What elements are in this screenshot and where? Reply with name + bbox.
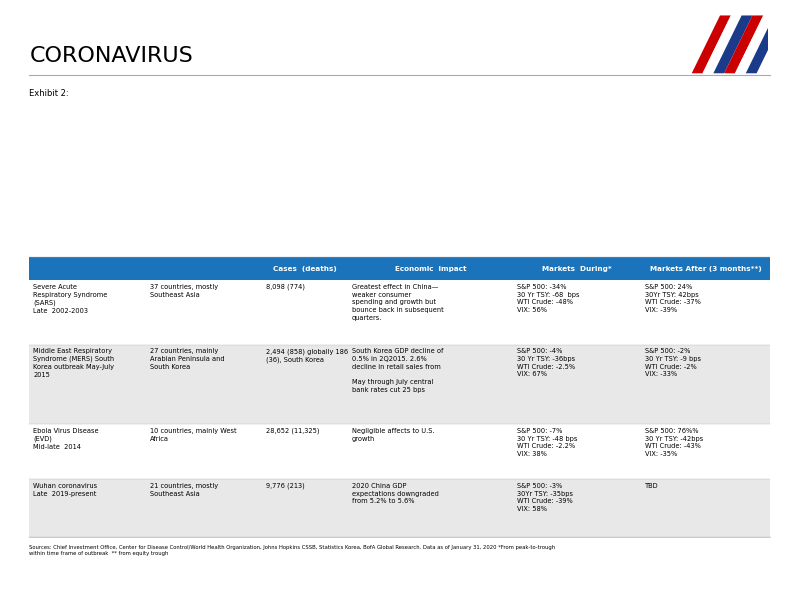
Text: S&P 500: 76%%
30 Yr TSY: -42bps
WTI Crude: -43%
VIX: -35%: S&P 500: 76%% 30 Yr TSY: -42bps WTI Crud…	[645, 428, 703, 457]
Text: 2,494 (858) globally 186
(36), South Korea: 2,494 (858) globally 186 (36), South Kor…	[266, 348, 348, 363]
Text: S&P 500: -3%
30Yr TSY: -35bps
WTI Crude: -39%
VIX: 58%: S&P 500: -3% 30Yr TSY: -35bps WTI Crude:…	[517, 483, 573, 512]
Polygon shape	[703, 15, 741, 73]
Bar	[29, 280, 770, 345]
Polygon shape	[746, 15, 785, 73]
Text: TBD: TBD	[645, 483, 659, 489]
Text: Markets After (3 months**): Markets After (3 months**)	[649, 266, 761, 272]
Text: Severe Acute
Respiratory Syndrome
(SARS)
Late  2002-2003: Severe Acute Respiratory Syndrome (SARS)…	[33, 284, 108, 314]
Text: Greatest effect in China—
weaker consumer
spending and growth but
bounce back in: Greatest effect in China— weaker consume…	[352, 284, 444, 321]
Text: 27 countries, mainly
Arabian Peninsula and
South Korea: 27 countries, mainly Arabian Peninsula a…	[150, 348, 224, 370]
Text: S&P 500: -2%
30 Yr TSY: -9 bps
WTI Crude: -2%
VIX: -33%: S&P 500: -2% 30 Yr TSY: -9 bps WTI Crude…	[645, 348, 702, 378]
Text: 9,776 (213): 9,776 (213)	[266, 483, 305, 490]
Text: Ebola Virus Disease
(EVD)
Mid-late  2014: Ebola Virus Disease (EVD) Mid-late 2014	[33, 428, 99, 450]
Text: Wuhan coronavirus
Late  2019-present: Wuhan coronavirus Late 2019-present	[33, 483, 97, 496]
Polygon shape	[735, 15, 774, 73]
Text: 28,652 (11,325): 28,652 (11,325)	[266, 428, 320, 435]
Text: Middle East Respiratory
Syndrome (MERS) South
Korea outbreak May-July
2015: Middle East Respiratory Syndrome (MERS) …	[33, 348, 114, 378]
Text: Negligible affects to U.S.
growth: Negligible affects to U.S. growth	[352, 428, 434, 441]
Text: S&P 500: -34%
30 Yr TSY: -68  bps
WTI Crude: -48%
VIX: 56%: S&P 500: -34% 30 Yr TSY: -68 bps WTI Cru…	[517, 284, 580, 313]
Bar	[29, 424, 770, 479]
Text: S&P 500: -7%
30 Yr TSY: -48 bps
WTI Crude: -2.2%
VIX: 38%: S&P 500: -7% 30 Yr TSY: -48 bps WTI Crud…	[517, 428, 577, 457]
Text: S&P 500: 24%
30Yr TSY: 42bps
WTI Crude: -37%
VIX: -39%: S&P 500: 24% 30Yr TSY: 42bps WTI Crude: …	[645, 284, 701, 313]
Text: Markets  During*: Markets During*	[543, 266, 612, 272]
Bar	[29, 479, 770, 537]
Text: Economic  impact: Economic impact	[394, 266, 466, 272]
Polygon shape	[691, 15, 731, 73]
Text: South Korea GDP decline of
0.5% in 2Q2015. 2.6%
decline in retail sales from

Ma: South Korea GDP decline of 0.5% in 2Q201…	[352, 348, 443, 393]
Bar	[29, 257, 770, 280]
Text: 37 countries, mostly
Southeast Asia: 37 countries, mostly Southeast Asia	[150, 284, 218, 297]
Text: 10 countries, mainly West
Africa: 10 countries, mainly West Africa	[150, 428, 237, 441]
Polygon shape	[714, 15, 752, 73]
Polygon shape	[724, 15, 763, 73]
Text: CORONAVIRUS: CORONAVIRUS	[29, 46, 193, 66]
Text: Exhibit 2:: Exhibit 2:	[29, 89, 69, 98]
Text: Cases  (deaths): Cases (deaths)	[273, 266, 337, 272]
Bar	[29, 345, 770, 424]
Text: 8,098 (774): 8,098 (774)	[266, 284, 306, 291]
Text: Sources: Chief Investment Office, Center for Disease Control/World Health Organi: Sources: Chief Investment Office, Center…	[29, 545, 555, 556]
Text: 21 countries, mostly
Southeast Asia: 21 countries, mostly Southeast Asia	[150, 483, 218, 496]
Text: 2020 China GDP
expectations downgraded
from 5.2% to 5.6%: 2020 China GDP expectations downgraded f…	[352, 483, 439, 504]
Text: S&P 500: -4%
30 Yr TSY: -36bps
WTI Crude: -2.5%
VIX: 67%: S&P 500: -4% 30 Yr TSY: -36bps WTI Crude…	[517, 348, 575, 378]
